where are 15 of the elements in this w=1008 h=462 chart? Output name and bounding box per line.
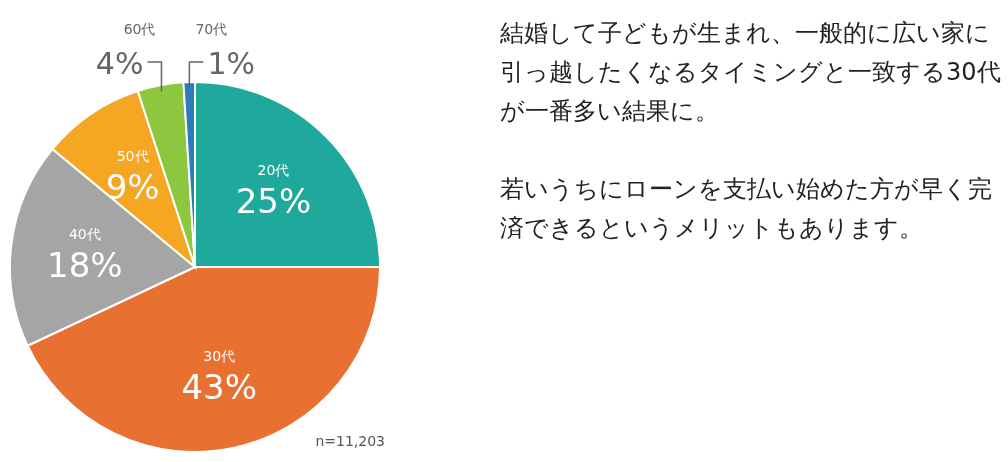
data-label: 4%	[95, 46, 144, 81]
slice-label: 70代	[195, 21, 228, 37]
text: 若いうちにローンを支払い始めた方が早く完済できるというメリットもあります。	[500, 174, 993, 244]
data-label: 43%	[181, 367, 257, 408]
slice-label: 60代	[123, 21, 156, 37]
data-label: 9%	[105, 167, 160, 208]
slice-label: 40代	[68, 226, 101, 243]
data-label: 18%	[47, 245, 123, 286]
slice-label: 50代	[116, 148, 149, 165]
data-label: 1%	[207, 46, 255, 81]
text: 結婚して子どもが生まれ、一般的に広い家に引っ越したくなるタイミングと一致する30代が一番多い結果に。	[500, 18, 1002, 127]
slice-label: 20代	[257, 161, 290, 178]
data-label: 25%	[235, 180, 312, 221]
text: n=11,203	[315, 433, 385, 449]
slice-label: 30代	[203, 348, 236, 365]
